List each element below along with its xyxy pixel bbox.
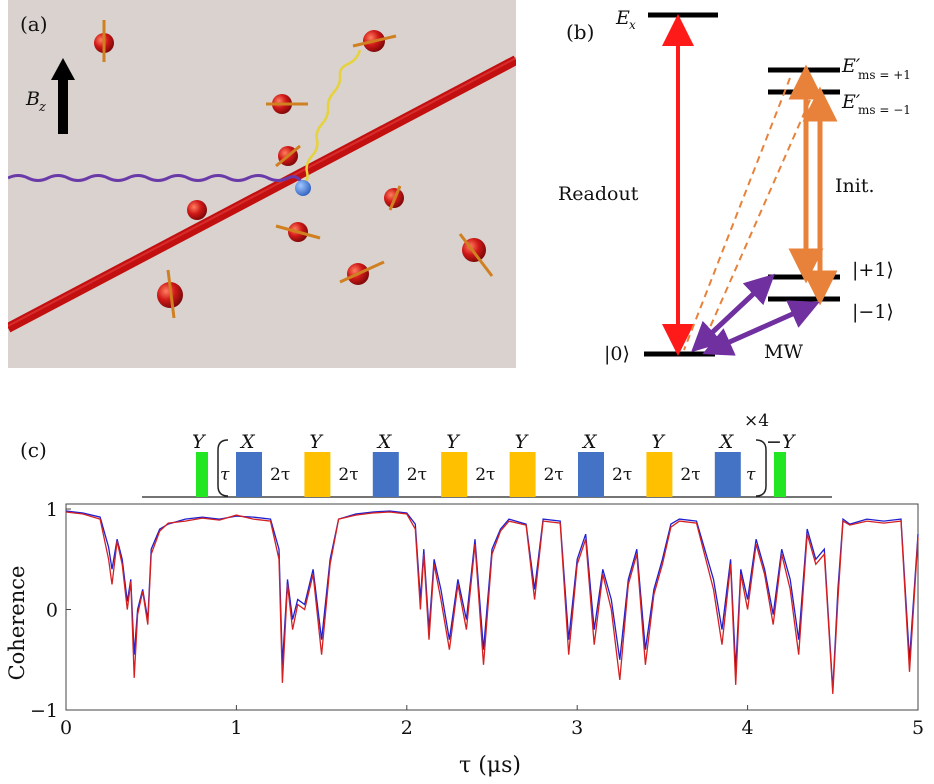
- pulse-block-y: [509, 452, 536, 497]
- gap-label: 2τ: [475, 465, 495, 485]
- ex-label: E: [615, 7, 630, 29]
- field-arrow: [51, 58, 75, 134]
- pulse-sequence: Y −Y ×4 τ τ X 2τ Y 2τ X 2τ Y 2τ Y 2τ X 2τ Y 2τ X: [142, 411, 832, 498]
- pulse-label: X: [718, 431, 735, 453]
- gap-label: 2τ: [270, 465, 290, 485]
- pulse-label: Y: [309, 431, 324, 453]
- repeat-label: ×4: [744, 411, 769, 431]
- panel-b-label: (b): [566, 20, 595, 44]
- y-tick-label: −1: [30, 700, 58, 722]
- ems-minus-label: E′: [841, 91, 861, 113]
- pulse-label: X: [581, 431, 598, 453]
- yellow-wave: [301, 49, 362, 189]
- nanowire: [5, 55, 519, 333]
- coherence-chart: 0 1 2 3 4 5−101 Coherence τ (μs): [5, 499, 924, 778]
- ems-minus-sub: ms = −1: [858, 103, 911, 117]
- pulse-block-y: [646, 452, 673, 497]
- x-axis-label: τ (μs): [459, 753, 521, 778]
- bracket-left: [217, 439, 229, 497]
- pulse-label: X: [376, 431, 393, 453]
- x-tick-label: 1: [230, 717, 242, 739]
- panel-a-illustration: B z: [5, 0, 519, 368]
- pulse-block-x: [372, 452, 399, 497]
- plus1-label: |+1⟩: [852, 259, 894, 281]
- ex-sub: x: [629, 18, 636, 32]
- y-axis-label: Coherence: [5, 566, 29, 681]
- tau-right: τ: [746, 465, 756, 485]
- y-tick-label: 0: [46, 600, 58, 622]
- pulse-first-label: Y: [192, 431, 207, 453]
- x-tick-label: 4: [742, 717, 754, 739]
- gap-label: 2τ: [680, 465, 700, 485]
- field-label: B: [25, 88, 40, 110]
- x-tick-label: 2: [401, 717, 413, 739]
- nv-center: [295, 180, 311, 196]
- plot-frame: [65, 503, 919, 711]
- pulse-edge-first: [196, 452, 208, 497]
- minus1-label: |−1⟩: [852, 301, 894, 323]
- pulse-block-x: [236, 452, 262, 497]
- pulse-label: Y: [515, 431, 530, 453]
- decay-dashed-2: [699, 99, 811, 351]
- x-tick-label: 5: [912, 717, 924, 739]
- pulse-block-x: [714, 452, 741, 497]
- pulse-edge-last: [774, 452, 786, 497]
- mw-label: MW: [764, 341, 803, 363]
- spin-bath-illustration: B z: [5, 20, 519, 333]
- purple-wave: [7, 174, 305, 187]
- gap-label: 2τ: [407, 465, 427, 485]
- field-subscript: z: [38, 100, 46, 115]
- panel-c-label: (c): [20, 438, 47, 462]
- pulse-block-y: [441, 452, 468, 497]
- bracket-right: [755, 439, 767, 497]
- pulse-block-x: [578, 452, 604, 497]
- pulse-last-label: −Y: [766, 431, 797, 453]
- gap-label: 2τ: [338, 465, 358, 485]
- gap-label: 2τ: [544, 465, 564, 485]
- zero-label: |0⟩: [604, 343, 630, 365]
- panel-b-energy-levels: E x E′ ms = +1 E′ ms = −1 Readout Init. …: [520, 0, 934, 380]
- y-tick-label: 1: [46, 499, 58, 521]
- tau-left: τ: [220, 465, 230, 485]
- pulse-block-y: [304, 452, 331, 497]
- series-experiment: [65, 511, 919, 694]
- x-tick-label: 3: [571, 717, 583, 739]
- pulse-label: X: [239, 431, 256, 453]
- ems-plus-label: E′: [841, 55, 861, 77]
- mw-arrow-2: [702, 300, 820, 356]
- panel-a-label: (a): [20, 12, 48, 36]
- init-label: Init.: [835, 175, 875, 197]
- readout-label: Readout: [558, 183, 639, 205]
- x-tick-label: 0: [60, 717, 72, 739]
- pulse-label: Y: [446, 431, 461, 453]
- panel-c-coherence: Y −Y ×4 τ τ X 2τ Y 2τ X 2τ Y 2τ Y 2τ X 2τ Y 2τ X 0 1 2 3 4…: [0, 410, 934, 780]
- nuclear-spins: [94, 20, 494, 319]
- gap-label: 2τ: [612, 465, 632, 485]
- series-simulation: [65, 510, 919, 690]
- pulse-label: Y: [651, 431, 666, 453]
- ems-plus-sub: ms = +1: [858, 68, 911, 82]
